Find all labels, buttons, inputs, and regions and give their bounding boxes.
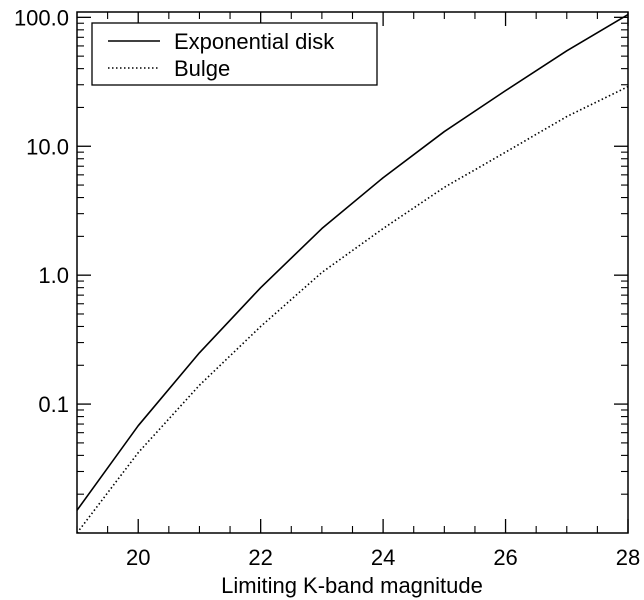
x-tick-label: 26 [493, 545, 517, 570]
legend-box [91, 22, 378, 86]
x-tick-label: 28 [616, 545, 640, 570]
plot-frame [76, 11, 629, 534]
series-layer [76, 13, 629, 534]
series-line-exponential-disk [76, 13, 629, 511]
x-tick-label: 20 [126, 545, 150, 570]
y-tick-label: 0.1 [38, 392, 69, 417]
legend: Exponential disk Bulge [91, 22, 378, 86]
x-axis-label: Limiting K-band magnitude [221, 573, 483, 598]
legend-label-exponential-disk: Exponential disk [174, 29, 335, 54]
series-line-bulge [76, 85, 629, 534]
x-tick-label: 22 [248, 545, 272, 570]
y-tick-label: 100.0 [14, 5, 69, 30]
x-tick-label: 24 [371, 545, 395, 570]
y-tick-label: 1.0 [38, 263, 69, 288]
ticks-layer: 20 22 24 26 28 0.1 1.0 10.0 100.0 [14, 5, 640, 570]
y-tick-label: 10.0 [26, 134, 69, 159]
legend-label-bulge: Bulge [174, 56, 230, 81]
